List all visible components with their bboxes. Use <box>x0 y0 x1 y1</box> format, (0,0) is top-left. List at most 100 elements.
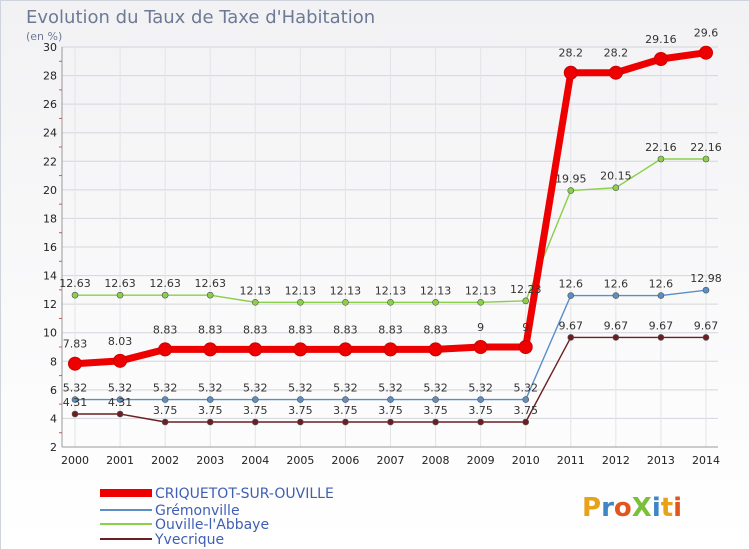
x-tick-label: 2007 <box>377 454 405 467</box>
data-point <box>653 52 668 66</box>
y-tick-label: 10 <box>43 327 57 340</box>
data-label: 3.75 <box>153 404 178 417</box>
x-tick-label: 2001 <box>106 454 134 467</box>
data-label: 3.75 <box>513 404 538 417</box>
data-label: 19.95 <box>555 173 587 186</box>
data-label: 7.83 <box>63 338 88 351</box>
data-label: 28.2 <box>559 47 584 60</box>
data-label: 12.63 <box>59 277 91 290</box>
data-point <box>522 396 530 403</box>
data-label: 12.13 <box>375 284 407 297</box>
data-point <box>203 342 218 357</box>
data-point <box>297 298 304 306</box>
data-label: 29.6 <box>694 27 719 40</box>
y-tick-label: 2 <box>50 441 57 454</box>
x-tick-label: 2003 <box>196 454 224 467</box>
watermark-text: ProXiti <box>582 493 682 523</box>
data-point <box>612 334 620 341</box>
y-tick-label: 8 <box>50 355 57 368</box>
data-label: 12.13 <box>240 284 272 297</box>
x-tick-label: 2004 <box>241 454 269 467</box>
data-point <box>699 45 713 60</box>
chart-title: Evolution du Taux de Taxe d'Habitation <box>26 7 375 28</box>
data-point <box>383 342 398 357</box>
x-tick-label: 2005 <box>286 454 314 467</box>
data-label: 5.32 <box>243 382 268 395</box>
data-label: 20.15 <box>600 170 632 183</box>
data-point <box>342 396 349 403</box>
data-point <box>68 356 82 371</box>
data-label: 5.32 <box>333 382 358 395</box>
data-label: 5.32 <box>513 382 538 395</box>
data-label: 12.6 <box>649 278 674 291</box>
data-point <box>248 342 263 357</box>
y-tick-label: 12 <box>43 298 57 311</box>
y-tick-label: 14 <box>43 270 57 283</box>
data-point <box>297 396 304 403</box>
data-label: 8.83 <box>423 323 448 336</box>
data-point <box>206 291 214 299</box>
data-point <box>338 342 353 357</box>
data-point <box>612 292 620 299</box>
y-tick-label: 4 <box>50 412 57 425</box>
data-label: 3.75 <box>468 404 493 417</box>
x-tick-label: 2000 <box>61 454 89 467</box>
data-label: 28.2 <box>604 47 629 60</box>
data-label: 8.03 <box>108 335 133 348</box>
data-label: 8.83 <box>243 323 268 336</box>
data-label: 9.67 <box>559 319 584 332</box>
data-point <box>251 418 259 426</box>
legend-label: CRIQUETOT-SUR-OUVILLE <box>155 486 334 502</box>
series-layer <box>68 45 713 426</box>
data-point <box>251 298 259 306</box>
data-point <box>432 396 439 403</box>
data-label: 8.83 <box>198 323 223 336</box>
data-point <box>477 418 484 426</box>
x-tick-label: 2012 <box>602 454 630 467</box>
data-point <box>293 342 308 357</box>
data-point <box>206 418 214 426</box>
data-point <box>158 342 173 357</box>
data-label: 12.13 <box>465 284 497 297</box>
data-point <box>161 418 169 426</box>
data-label: 8.83 <box>153 323 178 336</box>
y-tick-label: 28 <box>43 70 57 83</box>
data-label: 5.32 <box>108 382 133 395</box>
x-tick-label: 2009 <box>467 454 495 467</box>
y-tick-label: 24 <box>43 127 57 140</box>
x-tick-label: 2002 <box>151 454 179 467</box>
x-tick-label: 2014 <box>692 454 720 467</box>
data-label: 12.13 <box>330 284 362 297</box>
data-label: 29.16 <box>645 33 677 46</box>
legend-label: Grémonville <box>155 503 240 519</box>
data-label: 5.32 <box>63 382 88 395</box>
data-label: 4.31 <box>63 396 88 409</box>
data-point <box>477 396 484 403</box>
x-tick-label: 2006 <box>331 454 359 467</box>
data-label: 8.83 <box>333 323 358 336</box>
y-tick-label: 18 <box>43 212 57 225</box>
data-point <box>71 396 79 403</box>
data-label: 9.67 <box>649 319 674 332</box>
data-point <box>113 353 128 368</box>
data-point <box>116 396 124 403</box>
data-point <box>251 396 259 403</box>
x-tick-label: 2010 <box>512 454 540 467</box>
data-label: 12.6 <box>559 278 584 291</box>
data-label: 12.98 <box>690 272 722 285</box>
data-point <box>702 155 710 163</box>
y-tick-label: 20 <box>43 184 57 197</box>
data-label: 9 <box>522 321 529 334</box>
data-label: 12.13 <box>285 284 317 297</box>
data-label: 12.23 <box>510 283 542 296</box>
data-point <box>612 184 620 192</box>
data-point <box>567 187 575 194</box>
grid-layer <box>62 46 718 448</box>
data-point <box>161 291 169 299</box>
data-point <box>657 334 665 341</box>
data-point <box>342 418 349 426</box>
y-tick-label: 30 <box>43 41 57 54</box>
data-label: 9.67 <box>694 319 719 332</box>
